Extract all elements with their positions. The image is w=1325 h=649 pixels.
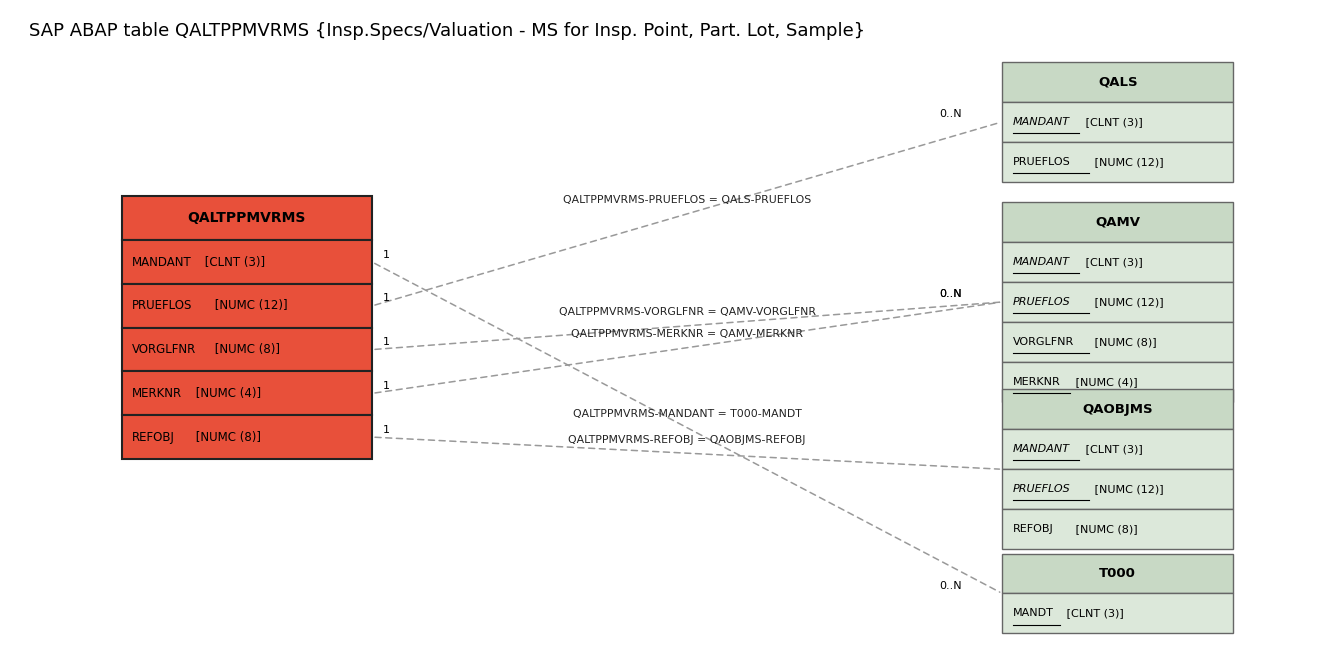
Text: [CLNT (3)]: [CLNT (3)] — [1083, 445, 1142, 454]
Text: QAMV: QAMV — [1096, 215, 1141, 228]
FancyBboxPatch shape — [122, 240, 372, 284]
FancyBboxPatch shape — [1002, 282, 1234, 322]
Text: MANDANT: MANDANT — [132, 256, 192, 269]
Text: MERKNR: MERKNR — [132, 387, 183, 400]
FancyBboxPatch shape — [1002, 322, 1234, 362]
Text: QALTPPMVRMS-MERKNR = QAMV-MERKNR: QALTPPMVRMS-MERKNR = QAMV-MERKNR — [571, 329, 803, 339]
FancyBboxPatch shape — [1002, 509, 1234, 549]
Text: REFOBJ: REFOBJ — [1012, 524, 1053, 534]
Text: 0..N: 0..N — [939, 581, 962, 591]
Text: 1: 1 — [383, 293, 390, 303]
Text: QALTPPMVRMS-MANDANT = T000-MANDT: QALTPPMVRMS-MANDANT = T000-MANDT — [572, 410, 802, 419]
FancyBboxPatch shape — [1002, 389, 1234, 430]
FancyBboxPatch shape — [122, 284, 372, 328]
Text: [NUMC (4)]: [NUMC (4)] — [1072, 377, 1138, 387]
Text: QALTPPMVRMS: QALTPPMVRMS — [188, 212, 306, 225]
Text: MERKNR: MERKNR — [1012, 377, 1060, 387]
Text: [NUMC (8)]: [NUMC (8)] — [192, 430, 261, 444]
Text: [CLNT (3)]: [CLNT (3)] — [1083, 257, 1142, 267]
Text: 1: 1 — [383, 337, 390, 347]
FancyBboxPatch shape — [1002, 102, 1234, 141]
Text: T000: T000 — [1100, 567, 1136, 580]
Text: PRUEFLOS: PRUEFLOS — [132, 299, 192, 312]
Text: VORGLFNR: VORGLFNR — [132, 343, 196, 356]
Text: [CLNT (3)]: [CLNT (3)] — [1063, 608, 1124, 618]
FancyBboxPatch shape — [122, 197, 372, 240]
FancyBboxPatch shape — [1002, 202, 1234, 242]
Text: MANDANT: MANDANT — [1012, 257, 1069, 267]
Text: [CLNT (3)]: [CLNT (3)] — [1083, 117, 1142, 127]
Text: 0..N: 0..N — [939, 289, 962, 299]
Text: MANDANT: MANDANT — [1012, 445, 1069, 454]
Text: [NUMC (12)]: [NUMC (12)] — [1092, 156, 1165, 167]
Text: [NUMC (8)]: [NUMC (8)] — [1072, 524, 1138, 534]
Text: 0..N: 0..N — [939, 109, 962, 119]
Text: [CLNT (3)]: [CLNT (3)] — [201, 256, 265, 269]
Text: PRUEFLOS: PRUEFLOS — [1012, 297, 1071, 307]
Text: MANDANT: MANDANT — [1012, 117, 1069, 127]
FancyBboxPatch shape — [1002, 242, 1234, 282]
FancyBboxPatch shape — [1002, 430, 1234, 469]
Text: QALTPPMVRMS-VORGLFNR = QAMV-VORGLFNR: QALTPPMVRMS-VORGLFNR = QAMV-VORGLFNR — [559, 308, 816, 317]
Text: QAOBJMS: QAOBJMS — [1083, 403, 1153, 416]
Text: 1: 1 — [383, 249, 390, 260]
Text: QALTPPMVRMS-REFOBJ = QAOBJMS-REFOBJ: QALTPPMVRMS-REFOBJ = QAOBJMS-REFOBJ — [568, 435, 806, 445]
Text: [NUMC (12)]: [NUMC (12)] — [211, 299, 288, 312]
Text: [NUMC (8)]: [NUMC (8)] — [1092, 337, 1157, 347]
Text: [NUMC (12)]: [NUMC (12)] — [1092, 484, 1165, 495]
Text: SAP ABAP table QALTPPMVRMS {Insp.Specs/Valuation - MS for Insp. Point, Part. Lot: SAP ABAP table QALTPPMVRMS {Insp.Specs/V… — [29, 22, 865, 40]
Text: 1: 1 — [383, 424, 390, 435]
Text: 1: 1 — [383, 381, 390, 391]
FancyBboxPatch shape — [1002, 554, 1234, 593]
FancyBboxPatch shape — [122, 371, 372, 415]
Text: VORGLFNR: VORGLFNR — [1012, 337, 1075, 347]
Text: [NUMC (12)]: [NUMC (12)] — [1092, 297, 1165, 307]
Text: [NUMC (4)]: [NUMC (4)] — [192, 387, 261, 400]
FancyBboxPatch shape — [1002, 62, 1234, 102]
Text: QALTPPMVRMS-PRUEFLOS = QALS-PRUEFLOS: QALTPPMVRMS-PRUEFLOS = QALS-PRUEFLOS — [563, 195, 811, 206]
FancyBboxPatch shape — [122, 415, 372, 459]
FancyBboxPatch shape — [1002, 593, 1234, 633]
FancyBboxPatch shape — [1002, 469, 1234, 509]
Text: [NUMC (8)]: [NUMC (8)] — [211, 343, 280, 356]
Text: PRUEFLOS: PRUEFLOS — [1012, 484, 1071, 495]
FancyBboxPatch shape — [1002, 362, 1234, 402]
Text: REFOBJ: REFOBJ — [132, 430, 175, 444]
Text: MANDT: MANDT — [1012, 608, 1053, 618]
Text: QALS: QALS — [1098, 75, 1138, 88]
FancyBboxPatch shape — [1002, 141, 1234, 182]
FancyBboxPatch shape — [122, 328, 372, 371]
Text: 0..N: 0..N — [939, 289, 962, 299]
Text: PRUEFLOS: PRUEFLOS — [1012, 156, 1071, 167]
